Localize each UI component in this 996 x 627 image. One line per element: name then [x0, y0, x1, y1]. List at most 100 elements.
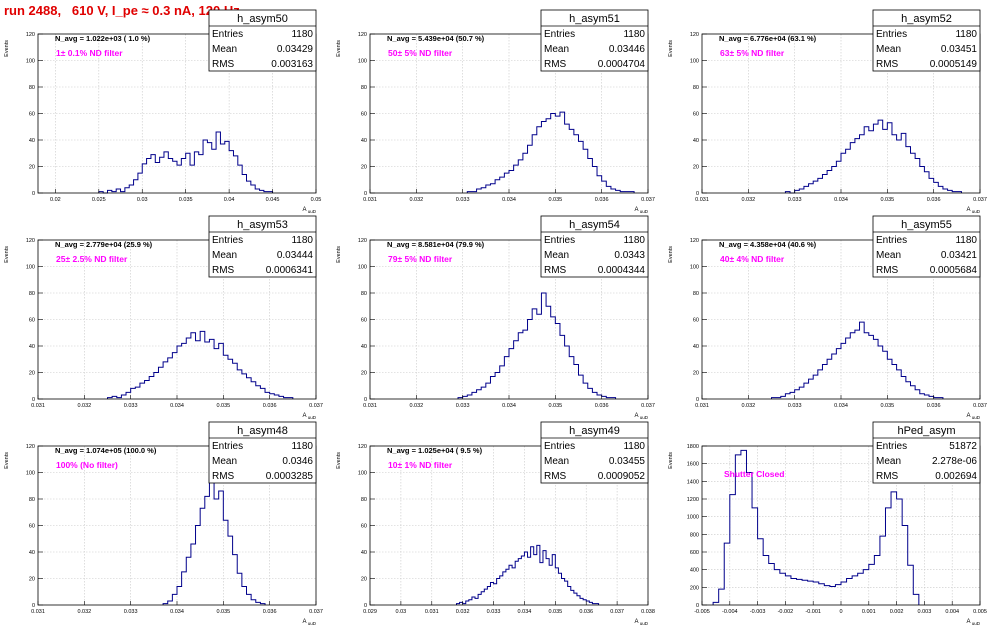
- histogram-svg-hPed_asym: -0.005 -0.004 -0.003 -0.002 -0.001 0 0.001 0.00…: [668, 421, 987, 626]
- x-tick-label: 0.03: [137, 197, 148, 203]
- stat-label: Mean: [876, 456, 901, 467]
- y-tick-label: 100: [26, 59, 35, 65]
- x-tick-label: 0.037: [610, 609, 624, 615]
- filter-label: 63± 5% ND filter: [720, 48, 785, 58]
- stat-label: Entries: [876, 235, 907, 246]
- y-tick-label: 0: [32, 191, 35, 197]
- stats-box: [540, 215, 649, 278]
- x-tick-label: 0.037: [973, 197, 987, 203]
- x-tick-label: 0.031: [31, 609, 45, 615]
- histogram-svg-h_asym53: 0.031 0.032 0.033 0.034 0.035 0.036 0.037 0 20 40…: [4, 215, 323, 420]
- stat-value: 0.0005684: [930, 265, 978, 276]
- y-tick-label: 40: [29, 550, 35, 556]
- y-tick-label: 40: [693, 344, 699, 350]
- n-avg-label: N_avg = 1.025e+04 ( 9.5 %): [387, 446, 483, 455]
- y-tick-label: 20: [29, 371, 35, 377]
- y-tick-label: 800: [690, 532, 699, 538]
- histogram-svg-h_asym54: 0.031 0.032 0.033 0.034 0.035 0.036 0.037 0 20 40…: [336, 215, 655, 420]
- x-tick-label: 0.035: [880, 197, 894, 203]
- x-tick-label: 0.037: [973, 403, 987, 409]
- histogram-panel-h_asym55: 0.031 0.032 0.033 0.034 0.035 0.036 0.037 0 20 40…: [664, 214, 996, 421]
- y-tick-label: 120: [358, 32, 367, 38]
- stat-label: Entries: [212, 235, 243, 246]
- stat-label: Entries: [876, 441, 907, 452]
- x-tick-label: -0.002: [778, 609, 794, 615]
- x-tick-label: 0.035: [216, 403, 230, 409]
- stat-value: 0.0004704: [598, 59, 646, 70]
- stats-box: [208, 9, 317, 72]
- stat-label: Mean: [212, 250, 237, 261]
- y-tick-label: 80: [29, 291, 35, 297]
- y-tick-label: 0: [364, 397, 367, 403]
- x-tick-label: 0.031: [425, 609, 439, 615]
- x-tick-label: 0.032: [741, 197, 755, 203]
- stat-value: 0.0005149: [930, 59, 978, 70]
- x-tick-label: 0.036: [263, 403, 277, 409]
- x-tick-label: 0.002: [890, 609, 904, 615]
- y-axis-label: Events: [668, 40, 674, 57]
- y-tick-label: 60: [361, 524, 367, 530]
- x-tick-label: 0.032: [77, 403, 91, 409]
- stat-label: Mean: [876, 250, 901, 261]
- histogram-panel-h_asym54: 0.031 0.032 0.033 0.034 0.035 0.036 0.037 0 20 40…: [332, 214, 664, 421]
- stat-value: 51872: [949, 441, 977, 452]
- histogram-svg-h_asym49: 0.029 0.03 0.031 0.032 0.033 0.034 0.035 0.036 0…: [336, 421, 655, 626]
- x-axis-label: A uuD: [634, 413, 648, 420]
- x-tick-label: 0.025: [92, 197, 106, 203]
- histogram-name: hPed_asym: [897, 425, 955, 437]
- stat-label: Mean: [544, 250, 569, 261]
- stat-value: 0.03451: [941, 44, 978, 55]
- y-tick-label: 100: [26, 265, 35, 271]
- x-tick-label: 0.001: [862, 609, 876, 615]
- x-tick-label: 0.035: [548, 197, 562, 203]
- y-axis-label: Events: [336, 246, 342, 263]
- x-axis-label: A uuD: [966, 413, 980, 420]
- histogram-panel-h_asym50: 0.02 0.025 0.03 0.035 0.04 0.045 0.05 0 20 40 60 80…: [0, 8, 332, 215]
- y-tick-label: 120: [26, 32, 35, 38]
- stat-label: Entries: [212, 29, 243, 40]
- y-tick-label: 0: [32, 397, 35, 403]
- x-tick-label: 0.035: [548, 609, 562, 615]
- stat-value: 1180: [623, 29, 645, 40]
- x-tick-label: 0.034: [518, 609, 532, 615]
- stats-box: [872, 421, 981, 484]
- y-tick-label: 60: [361, 112, 367, 118]
- y-tick-label: 60: [361, 318, 367, 324]
- x-tick-label: 0.037: [641, 403, 655, 409]
- stats-box: [540, 9, 649, 72]
- n-avg-label: N_avg = 1.074e+05 (100.0 %): [55, 446, 157, 455]
- y-tick-label: 120: [690, 32, 699, 38]
- x-tick-label: 0.038: [641, 609, 655, 615]
- histogram-line: [455, 544, 600, 605]
- histogram-svg-h_asym50: 0.02 0.025 0.03 0.035 0.04 0.045 0.05 0 20 40 60 80…: [4, 9, 321, 214]
- stat-label: RMS: [876, 471, 899, 482]
- y-tick-label: 40: [693, 138, 699, 144]
- y-tick-label: 80: [29, 85, 35, 91]
- x-tick-label: 0.036: [927, 197, 941, 203]
- histogram-name: h_asym53: [237, 219, 288, 231]
- y-tick-label: 20: [361, 371, 367, 377]
- y-tick-label: 0: [696, 191, 699, 197]
- y-tick-label: 60: [29, 318, 35, 324]
- histogram-name: h_asym48: [237, 425, 288, 437]
- x-tick-label: 0.031: [31, 403, 45, 409]
- stat-value: 0.003163: [271, 59, 313, 70]
- x-tick-label: 0.034: [170, 609, 184, 615]
- histogram-panel-h_asym53: 0.031 0.032 0.033 0.034 0.035 0.036 0.037 0 20 40…: [0, 214, 332, 421]
- histogram-line: [466, 111, 635, 193]
- histogram-line: [107, 330, 294, 399]
- x-tick-label: 0.04: [224, 197, 235, 203]
- y-tick-label: 1200: [687, 497, 699, 503]
- stats-box: [540, 421, 649, 484]
- stat-value: 0.03444: [277, 250, 314, 261]
- y-tick-label: 120: [26, 238, 35, 244]
- histogram-name: h_asym54: [569, 219, 620, 231]
- stat-label: Entries: [212, 441, 243, 452]
- x-tick-label: 0.033: [456, 197, 470, 203]
- stat-label: Mean: [544, 44, 569, 55]
- x-tick-label: 0.035: [216, 609, 230, 615]
- x-tick-label: 0.031: [695, 197, 709, 203]
- y-tick-label: 1400: [687, 479, 699, 485]
- x-tick-label: 0.034: [834, 197, 848, 203]
- x-tick-label: 0.004: [945, 609, 959, 615]
